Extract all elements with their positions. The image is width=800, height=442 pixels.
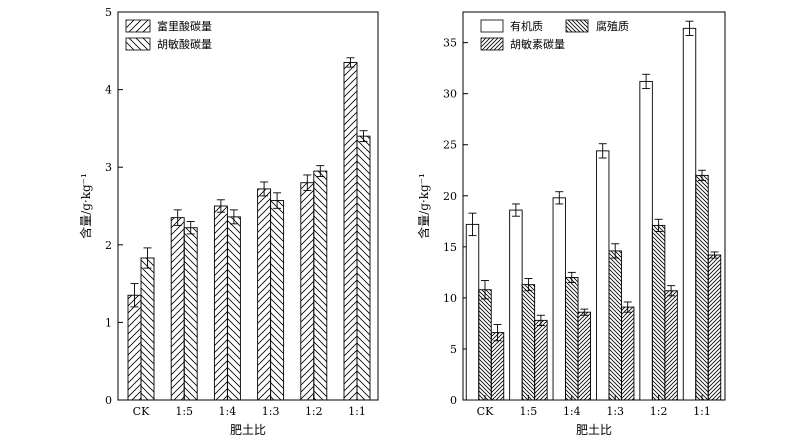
plot-frame: [117, 11, 379, 401]
bar: [170, 217, 185, 401]
x-tick-label: CK: [133, 405, 150, 418]
bar: [140, 257, 155, 401]
x-tick-label: 1:4: [563, 405, 581, 418]
plot-frame: [462, 11, 726, 401]
y-tick-label: 0: [450, 394, 457, 407]
bar: [639, 80, 653, 401]
x-tick-label: 1:4: [219, 405, 237, 418]
bar: [695, 174, 709, 401]
bar: [552, 197, 566, 401]
x-tick-label: 1:2: [305, 405, 323, 418]
legend-item: 胡敏素碳量: [480, 37, 565, 51]
bar: [313, 170, 328, 401]
legend: 富里酸碳量 胡敏酸碳量: [125, 19, 212, 51]
legend-swatch: [125, 19, 151, 33]
x-tick-label: 1:1: [348, 405, 366, 418]
x-axis-title: 肥土比: [230, 423, 266, 437]
x-tick-label: 1:2: [650, 405, 668, 418]
legend-swatch: [480, 19, 504, 33]
x-tick-label: 1:1: [693, 405, 711, 418]
bar: [490, 332, 505, 401]
bar: [213, 205, 228, 401]
x-tick-label: 1:3: [262, 405, 280, 418]
bar: [257, 188, 272, 401]
bar: [651, 224, 666, 401]
legend-item: 有机质: [480, 19, 543, 33]
legend-swatch: [565, 19, 589, 33]
legend-label: 胡敏酸碳量: [157, 37, 212, 51]
y-tick-label: 20: [443, 190, 457, 203]
y-tick-label: 5: [105, 6, 112, 19]
bar: [682, 27, 697, 401]
legend-item: 腐殖质: [565, 19, 629, 33]
legend: 有机质 腐殖质 胡敏素碳量: [480, 19, 629, 51]
bar: [478, 289, 492, 401]
bar: [565, 277, 579, 401]
bar: [707, 254, 722, 401]
bar: [509, 209, 523, 401]
y-axis-title: 含量/g·kg⁻¹: [416, 173, 431, 239]
y-tick-label: 15: [443, 241, 457, 254]
y-tick-label: 35: [443, 37, 457, 50]
y-tick-label: 1: [105, 316, 112, 329]
bar: [226, 216, 241, 401]
chart-marks: 0 5 10 15 20 25 30 35 CK 1:5 1:4 1:3 1:2 1:1: [443, 20, 722, 418]
x-tick-label: CK: [477, 405, 494, 418]
bar: [621, 306, 635, 401]
bar: [300, 182, 315, 401]
y-tick-label: 3: [105, 161, 112, 174]
bar: [183, 227, 198, 401]
y-tick-label: 4: [105, 84, 112, 97]
legend-label: 富里酸碳量: [157, 19, 212, 33]
legend-label: 胡敏素碳量: [510, 37, 565, 51]
bar: [608, 250, 622, 401]
bar: [577, 311, 591, 401]
bar: [270, 200, 285, 401]
legend-item: 富里酸碳量: [125, 19, 212, 33]
bar: [534, 319, 548, 401]
x-axis-title: 肥土比: [576, 423, 612, 437]
x-tick-label: 1:3: [606, 405, 624, 418]
x-tick-label: 1:5: [175, 405, 193, 418]
organic-matter-chart: 0 5 10 15 20 25 30 35 CK 1:5 1:4 1:3 1:2 1:1 有机质 腐殖质 …: [416, 11, 726, 437]
bar: [343, 61, 358, 401]
bar: [596, 150, 610, 401]
bar: [465, 223, 480, 401]
legend-item: 胡敏酸碳量: [125, 37, 212, 51]
x-tick-label: 1:5: [520, 405, 538, 418]
legend-label: 腐殖质: [596, 19, 629, 33]
bar: [664, 290, 678, 401]
y-tick-label: 0: [105, 394, 112, 407]
legend-label: 有机质: [510, 19, 543, 33]
y-tick-label: 5: [450, 343, 457, 356]
chart-marks: 0 1 2 3 4 5 CK 1:5 1:4 1:3 1:2 1:1: [105, 6, 371, 418]
y-tick-label: 2: [105, 239, 112, 252]
legend-swatch: [480, 37, 504, 51]
y-axis-title: 含量/g·kg⁻¹: [78, 173, 93, 239]
bar: [127, 294, 142, 401]
y-tick-label: 30: [443, 88, 457, 101]
y-tick-label: 10: [443, 292, 457, 305]
legend-swatch: [125, 37, 151, 51]
bar: [356, 135, 371, 401]
bar: [521, 284, 536, 401]
y-tick-label: 25: [443, 139, 457, 152]
